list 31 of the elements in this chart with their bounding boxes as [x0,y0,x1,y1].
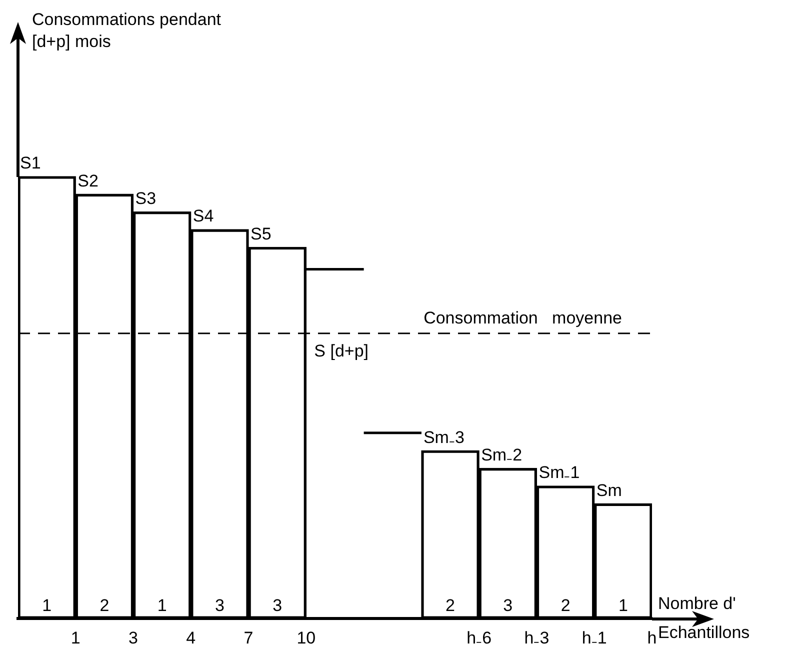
annotation: 3 [503,596,513,615]
annotation: S1 [20,154,41,173]
annotation: S3 [135,188,156,208]
annotation: Sm₋3 [423,428,464,447]
annotation: Sm₋2 [481,445,522,464]
annotation: S4 [192,206,214,226]
x-tick-label: 1 [70,628,80,648]
annotation: Sm [596,480,622,500]
annotation: 2 [560,596,570,615]
x-axis-title: Nombre d' Echantillons [658,594,750,642]
x-tick-label: 7 [244,628,254,648]
annotation: 2 [446,596,456,615]
annotation: 3 [215,596,224,615]
annotation: 1 [618,596,628,615]
annotation: Sm₋1 [538,463,580,482]
x-tick-label: h₋1 [582,628,607,648]
annotation: 1 [42,596,52,615]
x-tick-label: 10 [296,628,316,648]
annotation: 3 [272,596,282,615]
annotation: S2 [78,171,98,190]
annotation: S5 [250,224,272,244]
x-tick-label: 4 [186,628,196,648]
x-tick-label: 3 [128,628,138,648]
ref-line-label: Consommation moyenne [424,308,622,328]
annotation: 2 [100,596,110,615]
x-tick-label: h [647,628,657,648]
x-tick-label: h₋3 [524,628,550,648]
annotation: S [d+p] [314,342,369,361]
x-tick-label: h₋6 [466,628,492,648]
text: Consommations pendant [d+p] mois [32,10,222,52]
annotation: 1 [157,596,167,615]
